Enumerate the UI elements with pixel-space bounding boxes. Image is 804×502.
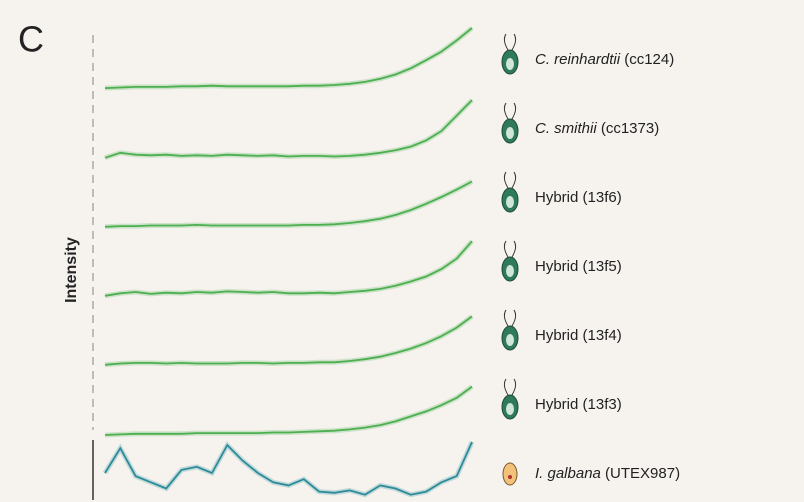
legend-label: Hybrid (13f5) <box>535 258 622 275</box>
legend-label: Hybrid (13f6) <box>535 189 622 206</box>
legend-label: I. galbana (UTEX987) <box>535 465 680 482</box>
cell-core <box>506 127 514 139</box>
legend-label: Hybrid (13f4) <box>535 327 622 344</box>
legend-label: C. reinhardtii (cc124) <box>535 51 674 68</box>
panel-label: C <box>18 19 44 60</box>
legend-label: C. smithii (cc1373) <box>535 120 659 137</box>
cell-dot <box>508 475 512 479</box>
cell-core <box>506 58 514 70</box>
cell-core <box>506 196 514 208</box>
chart: C Intensity C. reinhardtii (cc124) C. smi… <box>0 0 804 502</box>
y-axis-label: Intensity <box>63 237 80 303</box>
cell-core <box>506 265 514 277</box>
cell-core <box>506 334 514 346</box>
background <box>0 0 804 502</box>
legend-label: Hybrid (13f3) <box>535 396 622 413</box>
cell-body <box>503 463 517 485</box>
cell-core <box>506 403 514 415</box>
cell-icon <box>503 463 517 485</box>
